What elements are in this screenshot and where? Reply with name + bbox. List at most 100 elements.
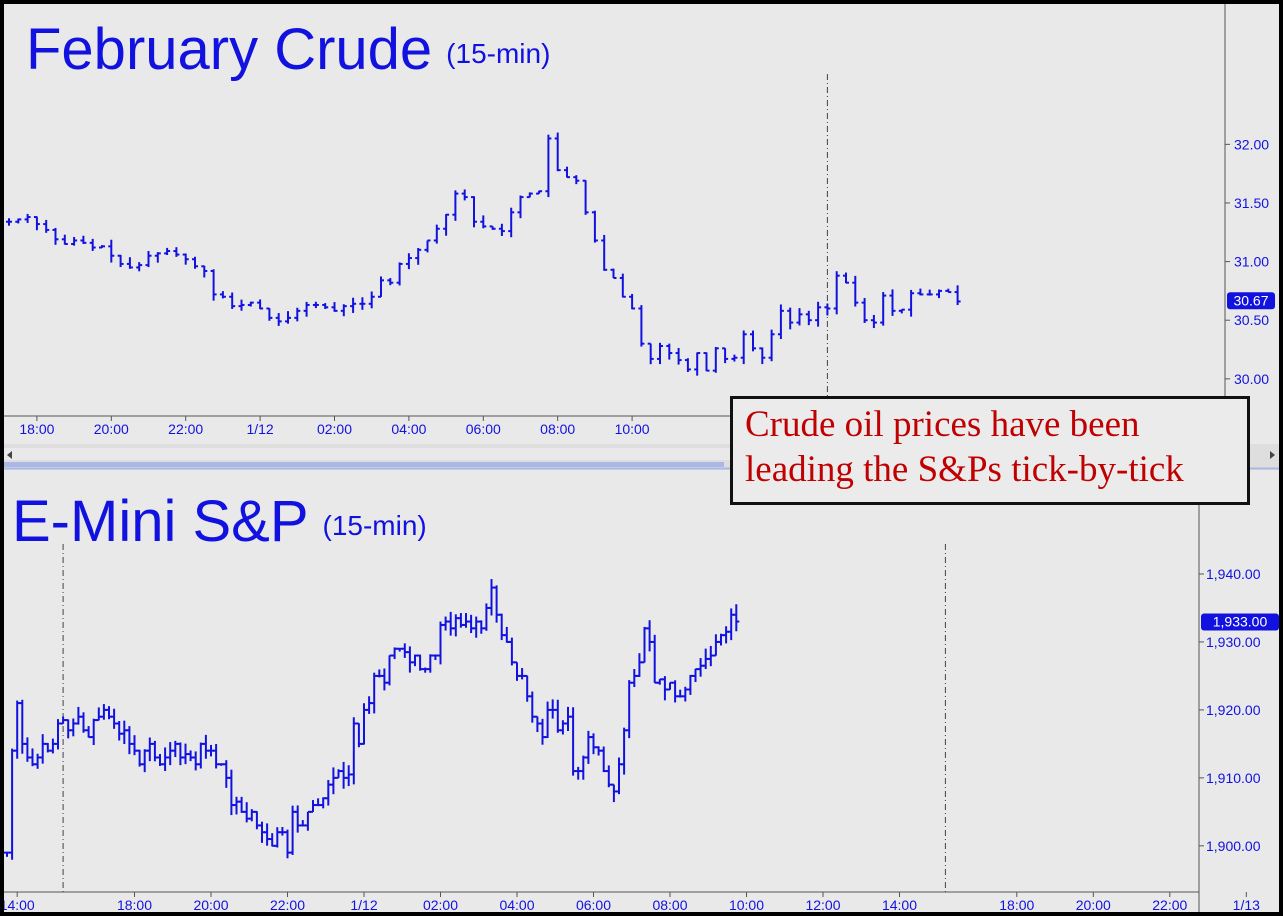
price-bar — [322, 303, 329, 309]
price-bar — [381, 668, 388, 691]
price-bar — [815, 301, 822, 327]
price-bar — [777, 304, 784, 340]
price-bar — [697, 658, 704, 677]
price-bar — [406, 646, 413, 673]
price-bar — [898, 308, 905, 314]
annotation-callout: Crude oil prices have been leading the S… — [730, 396, 1250, 505]
price-bar — [722, 347, 729, 364]
price-bar — [340, 761, 347, 789]
scroll-right-icon[interactable] — [1270, 451, 1275, 459]
price-bar — [524, 674, 531, 702]
x-tick-label: 22:00 — [168, 421, 203, 437]
price-bar — [121, 720, 128, 744]
price-bar — [805, 310, 812, 326]
price-bar — [517, 195, 524, 219]
price-bar — [544, 701, 551, 739]
x-tick-label: 1/12 — [350, 897, 377, 912]
scroll-left-icon[interactable] — [7, 451, 12, 459]
price-bar — [433, 224, 440, 244]
price-bar — [489, 225, 496, 230]
price-bar — [590, 733, 597, 755]
price-bar — [201, 265, 208, 278]
price-bar — [503, 626, 510, 643]
chart-window: 32.00 31.50 31.00 30.50 30.00 18:00 20:00 22:00… — [4, 4, 1279, 912]
price-bar — [312, 301, 319, 309]
price-bar — [480, 215, 487, 229]
price-bar — [703, 352, 710, 372]
price-bar — [238, 796, 245, 813]
price-bar — [610, 268, 617, 279]
price-bar — [759, 347, 766, 365]
price-bar — [707, 645, 714, 667]
x-tick-label: 22:00 — [1152, 897, 1187, 912]
x-tick-label: 18:00 — [19, 421, 54, 437]
emini-chart-title: E-Mini S&P (15-min) — [12, 488, 427, 555]
price-bar — [908, 289, 915, 317]
x-tick-label: 10:00 — [729, 897, 764, 912]
last-price-flag — [1227, 292, 1275, 310]
price-bar — [573, 175, 580, 185]
x-tick-label: 14:00 — [882, 897, 917, 912]
price-bar — [345, 765, 352, 787]
price-bar — [621, 727, 628, 775]
price-bar — [600, 746, 607, 773]
price-bar — [619, 273, 626, 298]
x-tick-label: 06:00 — [576, 897, 611, 912]
price-bar — [740, 330, 747, 365]
price-bar — [39, 734, 46, 764]
price-bar — [526, 192, 533, 199]
price-bar — [44, 742, 51, 753]
crude-chart-title: February Crude (15-min) — [26, 16, 550, 83]
price-bar — [85, 726, 92, 739]
price-bar — [126, 726, 133, 755]
y-tick-label: 31.50 — [1234, 195, 1269, 211]
price-bar — [636, 653, 643, 677]
price-bar — [447, 611, 454, 636]
price-bar — [247, 301, 254, 307]
price-bar — [554, 699, 561, 733]
x-tick-label: 02:00 — [317, 421, 352, 437]
price-bar — [880, 292, 887, 326]
price-bar — [257, 299, 264, 310]
price-bar — [672, 680, 679, 703]
price-bar — [443, 213, 450, 236]
price-bar — [330, 767, 337, 795]
price-bar — [350, 297, 357, 313]
price-bar — [264, 823, 271, 846]
price-bar — [626, 680, 633, 739]
x-tick-label: 20:00 — [1076, 897, 1111, 912]
price-bar — [100, 704, 107, 720]
price-bar — [378, 276, 384, 298]
price-bar — [787, 307, 794, 330]
price-bar — [177, 742, 184, 766]
price-bar — [629, 293, 636, 310]
price-bar — [471, 196, 477, 228]
price-bar — [71, 236, 78, 246]
price-bar — [219, 291, 226, 299]
price-bar — [616, 757, 622, 795]
price-bar — [15, 218, 22, 224]
crude-subtitle: (15-min) — [446, 38, 551, 69]
price-bar — [768, 329, 775, 362]
price-bar — [304, 810, 311, 831]
scroll-thumb[interactable] — [4, 462, 724, 467]
price-bar — [861, 298, 868, 323]
price-bar — [666, 343, 673, 360]
price-bar — [34, 753, 41, 769]
price-bar — [559, 720, 566, 735]
price-bar — [565, 706, 571, 732]
y-tick-label: 30.00 — [1234, 371, 1269, 387]
price-bar — [442, 616, 449, 631]
last-price-flag — [1201, 613, 1279, 631]
price-bar — [386, 654, 393, 686]
price-bar — [954, 285, 961, 306]
price-bar — [162, 747, 169, 772]
x-tick-label: 1/13 — [1233, 897, 1260, 912]
price-bar — [478, 620, 485, 634]
last-price-label: 1,933.00 — [1213, 614, 1268, 630]
price-bar — [9, 748, 16, 860]
price-bar — [575, 766, 582, 780]
price-bar — [52, 227, 59, 245]
emini-title-text: E-Mini S&P — [12, 489, 309, 554]
price-bar — [824, 303, 831, 316]
